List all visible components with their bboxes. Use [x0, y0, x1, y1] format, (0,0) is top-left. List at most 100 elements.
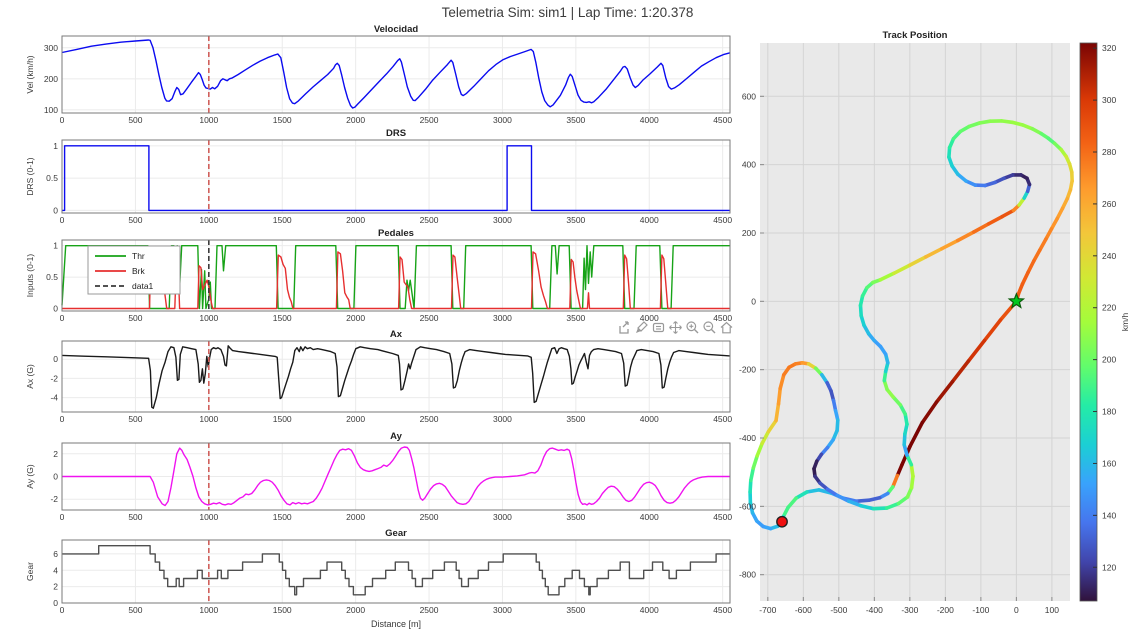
svg-text:-400: -400 [739, 433, 756, 443]
drs-plot[interactable]: 0 0.5 1 0 500 1000 1500 2000 2500 3000 3500 4000 450… [20, 126, 735, 226]
svg-text:-600: -600 [739, 501, 756, 511]
ax-plot[interactable]: -4 -2 0 0 500 1000 1500 2000 2500 3000 3500 4000 450… [20, 327, 735, 425]
brush-icon[interactable] [634, 320, 649, 335]
svg-text:-300: -300 [901, 605, 918, 615]
svg-text:1500: 1500 [273, 605, 292, 615]
svg-text:4500: 4500 [713, 512, 732, 522]
zoom-out-icon[interactable] [702, 320, 717, 335]
svg-text:1000: 1000 [199, 313, 218, 323]
subplot-title: Ay [390, 431, 403, 442]
svg-text:4: 4 [53, 565, 58, 575]
svg-text:3500: 3500 [566, 512, 585, 522]
svg-text:0: 0 [1014, 605, 1019, 615]
svg-text:300: 300 [1102, 95, 1116, 105]
svg-text:1000: 1000 [199, 215, 218, 225]
svg-text:4500: 4500 [713, 115, 732, 125]
y-axis-label: Gear [25, 562, 35, 581]
svg-text:2500: 2500 [420, 605, 439, 615]
svg-text:240: 240 [1102, 251, 1116, 261]
ay-plot[interactable]: -2 0 2 0 500 1000 1500 2000 2500 3000 3500 4000 4500… [20, 429, 735, 523]
svg-text:400: 400 [742, 160, 756, 170]
svg-text:500: 500 [128, 215, 142, 225]
svg-text:500: 500 [128, 414, 142, 424]
svg-text:3000: 3000 [493, 313, 512, 323]
svg-text:1: 1 [53, 141, 58, 151]
svg-text:4000: 4000 [640, 605, 659, 615]
svg-text:140: 140 [1102, 510, 1116, 520]
svg-text:2000: 2000 [346, 605, 365, 615]
subplot-title: Velocidad [374, 24, 419, 35]
svg-text:-200: -200 [739, 365, 756, 375]
svg-text:600: 600 [742, 91, 756, 101]
svg-text:260: 260 [1102, 199, 1116, 209]
subplot-title: Pedales [378, 228, 414, 239]
svg-text:4500: 4500 [713, 414, 732, 424]
svg-text:4500: 4500 [713, 313, 732, 323]
axes-toolbar [617, 319, 734, 336]
svg-text:1500: 1500 [273, 512, 292, 522]
svg-text:Brk: Brk [132, 266, 146, 276]
x-axis-label: Distance [m] [371, 619, 421, 629]
svg-text:1500: 1500 [273, 115, 292, 125]
svg-text:2000: 2000 [346, 313, 365, 323]
svg-text:0: 0 [53, 598, 58, 608]
svg-text:0.5: 0.5 [46, 272, 58, 282]
svg-text:4000: 4000 [640, 115, 659, 125]
svg-text:0: 0 [60, 605, 65, 615]
svg-text:0: 0 [53, 205, 58, 215]
svg-text:1000: 1000 [199, 414, 218, 424]
track-position-plot[interactable]: -700 -600 -500 -400 -300 -200 -100 0 100 600 400 20… [728, 26, 1135, 644]
svg-text:100: 100 [1045, 605, 1059, 615]
svg-text:1000: 1000 [199, 605, 218, 615]
svg-text:0: 0 [60, 313, 65, 323]
colorbar-label: km/h [1120, 313, 1130, 332]
svg-text:0: 0 [60, 512, 65, 522]
svg-text:3500: 3500 [566, 605, 585, 615]
svg-text:1500: 1500 [273, 215, 292, 225]
pan-icon[interactable] [668, 320, 683, 335]
svg-text:500: 500 [128, 605, 142, 615]
home-icon[interactable] [719, 320, 734, 335]
svg-text:300: 300 [44, 43, 58, 53]
gear-plot[interactable]: 0 2 4 6 0 500 1000 1500 2000 2500 3000 3500 4000 4500… [20, 526, 735, 629]
svg-text:1000: 1000 [199, 115, 218, 125]
export-icon[interactable] [617, 320, 632, 335]
svg-text:500: 500 [128, 115, 142, 125]
svg-text:3500: 3500 [566, 414, 585, 424]
svg-text:4000: 4000 [640, 313, 659, 323]
y-axis-label: Inputs (0-1) [25, 254, 35, 298]
svg-text:200: 200 [1102, 355, 1116, 365]
svg-text:1000: 1000 [199, 512, 218, 522]
svg-text:-600: -600 [795, 605, 812, 615]
svg-text:Thr: Thr [132, 251, 145, 261]
svg-text:2000: 2000 [346, 512, 365, 522]
zoom-in-icon[interactable] [685, 320, 700, 335]
y-axis-label: Vel (km/h) [25, 55, 35, 93]
svg-text:3000: 3000 [493, 512, 512, 522]
svg-text:0: 0 [60, 215, 65, 225]
svg-text:2000: 2000 [346, 215, 365, 225]
svg-text:160: 160 [1102, 458, 1116, 468]
svg-text:0: 0 [53, 354, 58, 364]
svg-text:3000: 3000 [493, 215, 512, 225]
svg-text:6: 6 [53, 549, 58, 559]
y-axis-label: DRS (0-1) [25, 157, 35, 195]
svg-text:-100: -100 [972, 605, 989, 615]
svg-text:2: 2 [53, 582, 58, 592]
svg-text:120: 120 [1102, 562, 1116, 572]
svg-text:180: 180 [1102, 407, 1116, 417]
svg-text:0: 0 [60, 414, 65, 424]
velocidad-plot[interactable]: 100 200 300 0 500 1000 1500 2000 2500 3000 3500 400… [20, 22, 735, 126]
svg-text:0: 0 [53, 472, 58, 482]
svg-text:-800: -800 [739, 570, 756, 580]
datatips-icon[interactable] [651, 320, 666, 335]
svg-text:-500: -500 [830, 605, 847, 615]
start-finish-marker [1007, 292, 1026, 309]
pedales-plot[interactable]: 0 0.5 1 0 500 1000 1500 2000 2500 3000 3500 4000 450… [20, 226, 735, 324]
subplot-title: Gear [385, 528, 407, 539]
svg-text:500: 500 [128, 512, 142, 522]
track-title: Track Position [883, 30, 948, 41]
svg-text:0: 0 [60, 115, 65, 125]
svg-text:200: 200 [44, 74, 58, 84]
